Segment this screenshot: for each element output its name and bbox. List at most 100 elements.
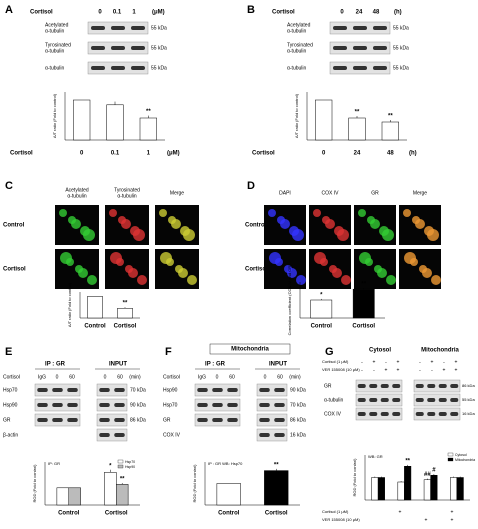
label: Cortisol — [105, 511, 128, 517]
bar — [104, 472, 117, 506]
cell — [367, 216, 375, 224]
blot-band — [333, 26, 347, 30]
label: - — [419, 359, 421, 365]
blot — [413, 407, 461, 421]
label: 55 kDa — [151, 65, 167, 71]
label: Cortisol — [114, 324, 137, 330]
blot-band — [114, 433, 125, 437]
label: Merge — [170, 190, 184, 196]
blot-band — [274, 388, 285, 392]
blot-band — [52, 418, 63, 422]
blot-band — [438, 398, 447, 402]
cell — [403, 209, 411, 217]
label: 55 kDa — [393, 25, 409, 31]
label: Acetylated — [287, 22, 311, 28]
label: Cortisol — [352, 324, 375, 330]
label: Cortisol — [252, 151, 275, 157]
label: ROD (Fold to control) — [192, 464, 197, 503]
bar — [68, 487, 81, 506]
blot-band — [427, 398, 436, 402]
label: 1 — [132, 10, 136, 16]
blot-band — [52, 388, 63, 392]
blot-band — [37, 388, 48, 392]
label: Cortisol (1 μM) — [322, 509, 349, 514]
blot-band — [99, 388, 110, 392]
label: α-tubulin — [117, 193, 137, 199]
label: 90 kDa — [290, 387, 306, 393]
cell — [168, 216, 176, 224]
cell — [322, 216, 330, 224]
label: 0.1 — [113, 10, 122, 16]
blot-band — [392, 398, 401, 402]
label: WB: GR — [368, 454, 383, 459]
label: ** — [274, 462, 279, 468]
bar — [315, 99, 333, 141]
label: α-tubulin — [45, 48, 65, 54]
blot-band — [37, 418, 48, 422]
label: IP : GR WB: Hsp70 — [208, 461, 243, 466]
label: - — [419, 367, 421, 373]
label: 55 kDa — [151, 25, 167, 31]
label: GR — [324, 383, 332, 389]
blot-band — [353, 26, 367, 30]
label: 0 — [98, 10, 102, 16]
label: - — [431, 367, 433, 373]
blot-band — [353, 46, 367, 50]
cell — [60, 252, 72, 264]
label: Cortisol — [30, 10, 53, 16]
blot-band — [333, 66, 347, 70]
label: α-tubulin — [324, 397, 344, 403]
label: 16 kDa — [462, 411, 475, 416]
cell — [118, 216, 126, 224]
label: α-tubulin — [45, 65, 65, 71]
blot-band — [114, 418, 125, 422]
blot-band — [380, 398, 389, 402]
label: F — [165, 346, 172, 358]
blot-band — [415, 384, 424, 388]
label: Cortisol (1 μM) — [322, 359, 349, 364]
bar — [73, 99, 91, 141]
label: 90 kDa — [130, 402, 146, 408]
label: Control — [311, 324, 333, 330]
label: 0 — [104, 374, 107, 380]
cell — [379, 226, 389, 236]
blot-band — [99, 433, 110, 437]
label: ** — [355, 110, 360, 116]
label: - — [361, 359, 363, 365]
label: Tyrosinated — [114, 187, 140, 193]
label: 24 — [354, 151, 361, 157]
cell — [358, 209, 366, 217]
label: Tyrosinated — [287, 42, 313, 48]
label: (min) — [129, 374, 141, 380]
bar — [371, 477, 379, 501]
cell — [431, 275, 441, 285]
bar — [377, 477, 385, 501]
bar — [310, 299, 333, 319]
bar — [430, 475, 438, 501]
blot-band — [259, 403, 270, 407]
cell — [180, 226, 190, 236]
cell — [412, 216, 420, 224]
label: COX IV — [324, 411, 342, 417]
label: GR — [3, 417, 11, 423]
label: Cortisol — [3, 374, 20, 380]
label: Merge — [413, 190, 427, 196]
label: 55 kDa — [151, 45, 167, 51]
label: IP : GR — [45, 362, 66, 368]
label: Hsp70 — [163, 402, 178, 408]
label: 0 — [216, 374, 219, 380]
label: A/T ratio (Fold to control) — [52, 93, 57, 138]
blot-band — [111, 46, 125, 50]
blot — [413, 379, 461, 393]
label: GR — [371, 190, 379, 196]
blot-band — [259, 418, 270, 422]
label: 48 — [373, 10, 380, 16]
label: 1 — [147, 151, 151, 157]
bar — [87, 296, 103, 319]
blot-band — [131, 46, 145, 50]
label: COX IV — [163, 432, 181, 438]
blot-band — [197, 403, 208, 407]
label: E — [5, 346, 12, 358]
label: + — [451, 509, 454, 515]
